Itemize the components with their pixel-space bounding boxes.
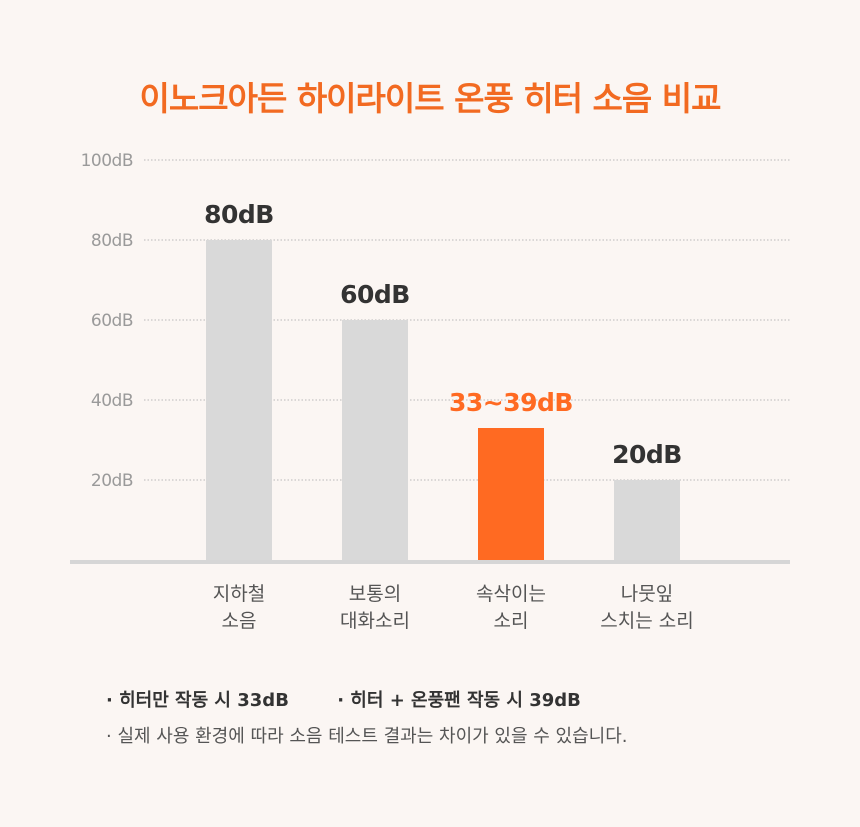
x-category-label: 보통의 bbox=[349, 583, 401, 605]
y-tick-label: 80dB bbox=[91, 231, 133, 251]
note-heater-fan: · 히터 + 온풍팬 작동 시 39dB bbox=[337, 690, 581, 711]
bar bbox=[206, 240, 272, 560]
bar bbox=[478, 428, 544, 560]
y-tick-label: 100dB bbox=[81, 151, 133, 171]
x-category-label: 속삭이는 bbox=[476, 583, 546, 605]
bar-value-label: 60dB bbox=[340, 280, 410, 309]
bar-value-label: 80dB bbox=[204, 200, 274, 229]
x-axis-baseline bbox=[70, 560, 790, 564]
bar bbox=[614, 480, 680, 560]
x-category-label: 대화소리 bbox=[340, 610, 410, 632]
bar-value-label: 20dB bbox=[612, 440, 682, 469]
x-category-label: 지하철 bbox=[213, 583, 265, 605]
x-category-label: 소리 bbox=[494, 610, 529, 632]
y-tick-label: 40dB bbox=[91, 391, 133, 411]
x-category-label: 스치는 소리 bbox=[600, 610, 693, 632]
bar-value-label: 33~39dB bbox=[449, 388, 573, 417]
chart-title: 이노크아든 하이라이트 온풍 히터 소음 비교 bbox=[139, 79, 722, 118]
footnotes: · 히터만 작동 시 33dB · 히터 + 온풍팬 작동 시 39dB · 실… bbox=[106, 686, 628, 748]
note-heater-only: · 히터만 작동 시 33dB bbox=[106, 690, 289, 711]
y-tick-label: 20dB bbox=[91, 471, 133, 491]
x-category-label: 나뭇잎 bbox=[621, 583, 673, 605]
note-disclaimer: · 실제 사용 환경에 따라 소음 테스트 결과는 차이가 있을 수 있습니다. bbox=[106, 726, 628, 747]
y-tick-label: 60dB bbox=[91, 311, 133, 331]
bar bbox=[342, 320, 408, 560]
x-category-label: 소음 bbox=[222, 610, 257, 632]
